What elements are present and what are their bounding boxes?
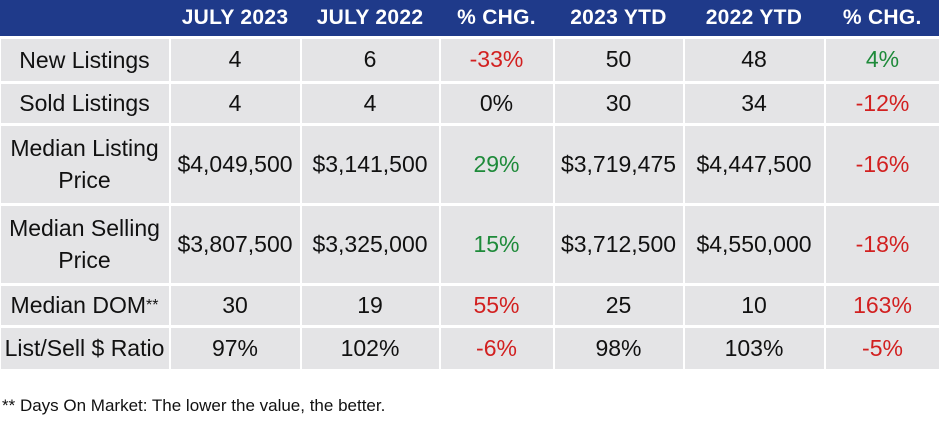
cell-2022-ytd: $4,550,000 xyxy=(682,202,825,284)
table-row: Median DOM** 30 19 55% 25 10 163% xyxy=(0,282,939,326)
cell-july-2023: 30 xyxy=(168,282,301,326)
cell-july-2022: $3,325,000 xyxy=(299,202,440,284)
cell-july-2022: 6 xyxy=(299,35,440,82)
cell-pct-change-month: -6% xyxy=(438,324,554,369)
cell-july-2023: 97% xyxy=(168,324,301,369)
cell-pct-change-ytd: -12% xyxy=(823,80,939,124)
table-row: Sold Listings 4 4 0% 30 34 -12% xyxy=(0,80,939,124)
cell-pct-change-ytd: -16% xyxy=(823,122,939,204)
cell-pct-change-ytd: 163% xyxy=(823,282,939,326)
table-row: List/Sell $ Ratio 97% 102% -6% 98% 103% … xyxy=(0,324,939,369)
cell-2023-ytd: 25 xyxy=(552,282,684,326)
cell-july-2022: 102% xyxy=(299,324,440,369)
header-corner xyxy=(0,0,170,37)
header-pct-change-month: % CHG. xyxy=(439,0,554,37)
cell-2023-ytd: 98% xyxy=(552,324,684,369)
cell-2023-ytd: 30 xyxy=(552,80,684,124)
table-row: Median Selling Price $3,807,500 $3,325,0… xyxy=(0,202,939,284)
row-label-list-sell-ratio: List/Sell $ Ratio xyxy=(0,324,170,369)
header-july-2023: JULY 2023 xyxy=(169,0,301,37)
table-row: New Listings 4 6 -33% 50 48 4% xyxy=(0,35,939,82)
cell-pct-change-month: 29% xyxy=(438,122,554,204)
market-stats-table: JULY 2023 JULY 2022 % CHG. 2023 YTD 2022… xyxy=(0,0,939,369)
table-row: Median Listing Price $4,049,500 $3,141,5… xyxy=(0,122,939,204)
cell-pct-change-ytd: -18% xyxy=(823,202,939,284)
footnote-marker: ** xyxy=(146,296,159,314)
header-row: JULY 2023 JULY 2022 % CHG. 2023 YTD 2022… xyxy=(0,0,939,37)
cell-pct-change-month: 0% xyxy=(438,80,554,124)
row-label-median-dom: Median DOM** xyxy=(0,282,170,326)
cell-2022-ytd: $4,447,500 xyxy=(682,122,825,204)
header-2023-ytd: 2023 YTD xyxy=(553,0,684,37)
cell-2022-ytd: 34 xyxy=(682,80,825,124)
footnote: ** Days On Market: The lower the value, … xyxy=(2,396,386,415)
cell-july-2022: 4 xyxy=(299,80,440,124)
cell-pct-change-month: -33% xyxy=(438,35,554,82)
cell-pct-change-ytd: -5% xyxy=(823,324,939,369)
cell-2022-ytd: 10 xyxy=(682,282,825,326)
header-pct-change-ytd: % CHG. xyxy=(824,0,939,37)
row-label-sold-listings: Sold Listings xyxy=(0,80,170,124)
cell-pct-change-ytd: 4% xyxy=(823,35,939,82)
row-label-median-selling-price: Median Selling Price xyxy=(0,202,170,284)
row-label-line: Price xyxy=(58,167,111,193)
row-label-median-listing-price: Median Listing Price xyxy=(0,122,170,204)
header-2022-ytd: 2022 YTD xyxy=(683,0,825,37)
row-label-line: Median Selling xyxy=(9,215,160,241)
cell-2023-ytd: $3,719,475 xyxy=(552,122,684,204)
header-july-2022: JULY 2022 xyxy=(300,0,440,37)
cell-pct-change-month: 15% xyxy=(438,202,554,284)
cell-2022-ytd: 103% xyxy=(682,324,825,369)
cell-july-2022: 19 xyxy=(299,282,440,326)
row-label-text: Median DOM xyxy=(10,291,147,318)
cell-2022-ytd: 48 xyxy=(682,35,825,82)
cell-2023-ytd: $3,712,500 xyxy=(552,202,684,284)
row-label-line: Price xyxy=(58,247,111,273)
cell-july-2023: $3,807,500 xyxy=(168,202,301,284)
row-label-line: Median Listing xyxy=(10,135,159,161)
cell-pct-change-month: 55% xyxy=(438,282,554,326)
cell-july-2023: $4,049,500 xyxy=(168,122,301,204)
cell-july-2023: 4 xyxy=(168,35,301,82)
row-label-new-listings: New Listings xyxy=(0,35,170,82)
cell-july-2023: 4 xyxy=(168,80,301,124)
cell-2023-ytd: 50 xyxy=(552,35,684,82)
cell-july-2022: $3,141,500 xyxy=(299,122,440,204)
